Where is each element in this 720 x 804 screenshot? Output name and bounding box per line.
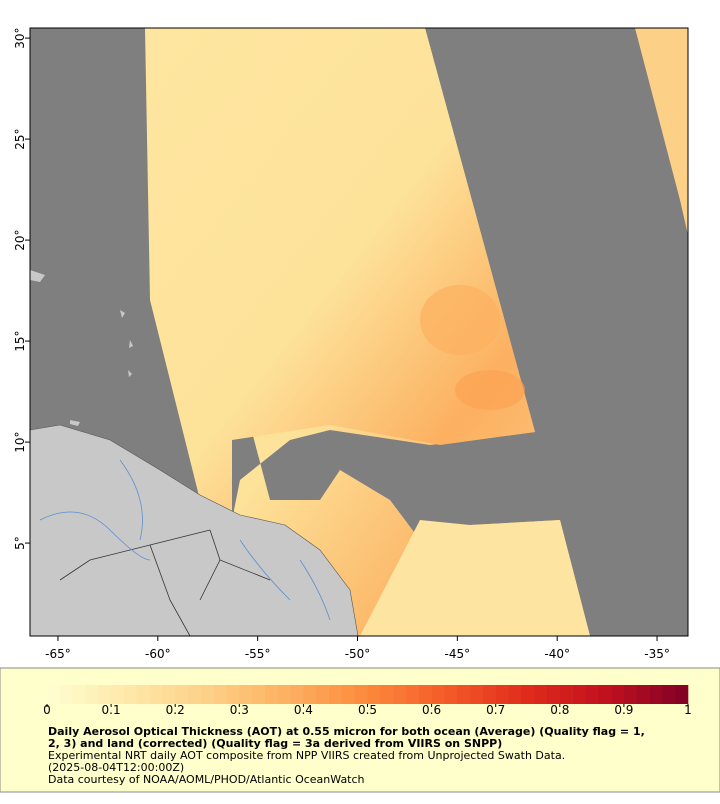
x-tick-label: -65°	[45, 647, 71, 661]
colorbar-tick-label: 0.9	[614, 703, 633, 717]
land	[30, 424, 359, 636]
x-tick-label: -50°	[345, 647, 371, 661]
caption-line: (2025-08-04T12:00:00Z)	[48, 761, 184, 774]
colorbar-step	[47, 685, 61, 704]
x-tick-label: -45°	[445, 647, 471, 661]
colorbar-step	[239, 685, 253, 704]
colorbar-step	[405, 685, 420, 704]
colorbar-tick-label: 1	[684, 703, 692, 717]
colorbar-step	[341, 685, 355, 704]
colorbar-step	[444, 685, 458, 704]
colorbar-step	[675, 685, 689, 704]
colorbar-step	[508, 685, 522, 704]
colorbar-step	[418, 685, 432, 704]
aot-swath-lower	[360, 520, 590, 636]
colorbar-step	[585, 685, 599, 704]
colorbar-tick-label: 0.8	[550, 703, 569, 717]
colorbar-step	[85, 685, 99, 704]
colorbar-step	[264, 685, 279, 704]
colorbar-step	[111, 685, 125, 704]
colorbar-tick-label: 0	[43, 703, 51, 717]
colorbar-step	[534, 685, 548, 704]
x-tick-label: -35°	[644, 647, 670, 661]
aot-swath-main	[145, 28, 535, 520]
y-tick-label: 10°	[13, 431, 27, 452]
colorbar-step	[457, 685, 471, 704]
y-tick-label: 30°	[13, 27, 27, 48]
colorbar-step	[123, 685, 138, 704]
colorbar-step	[367, 685, 381, 704]
colorbar-tick-label: 0.4	[294, 703, 313, 717]
rivers	[39, 459, 331, 621]
map-frame	[29, 27, 689, 637]
colorbar-tick-label: 0.1	[102, 703, 121, 717]
colorbar-tick-label: 0.6	[422, 703, 441, 717]
borders	[59, 529, 271, 636]
colorbar-step	[495, 685, 509, 704]
colorbar-step	[572, 685, 586, 704]
colorbar-step	[162, 685, 176, 704]
x-tick-label: -55°	[245, 647, 271, 661]
colorbar-step	[380, 685, 394, 704]
colorbar-step	[546, 685, 561, 704]
colorbar-step	[303, 685, 317, 704]
y-tick-label: 5°	[13, 536, 27, 550]
colorbar-step	[226, 685, 240, 704]
aot-high	[455, 370, 525, 410]
colorbar-step	[649, 685, 663, 704]
caption-title: 2, 3) and land (corrected) (Quality flag…	[48, 737, 502, 750]
colorbar-step	[252, 685, 266, 704]
aot-high	[420, 285, 500, 355]
x-tick-label: -40°	[544, 647, 570, 661]
colorbar-step	[482, 685, 496, 704]
colorbar-step	[431, 685, 445, 704]
colorbar-step	[636, 685, 650, 704]
colorbar-step	[623, 685, 638, 704]
colorbar-step	[175, 685, 189, 704]
aot-swath-east	[635, 28, 688, 235]
y-tick-label: 25°	[13, 128, 27, 149]
colorbar-step	[149, 685, 163, 704]
colorbar-tick-label: 0.7	[486, 703, 505, 717]
y-tick-label: 20°	[13, 229, 27, 250]
colorbar-tick-label: 0.3	[230, 703, 249, 717]
colorbar-step	[470, 685, 484, 704]
y-tick-label: 15°	[13, 330, 27, 351]
colorbar-step	[316, 685, 330, 704]
colorbar-step	[393, 685, 407, 704]
colorbar-step	[200, 685, 214, 704]
caption-line: Experimental NRT daily AOT composite fro…	[48, 749, 565, 762]
colorbar-tick-label: 0.5	[358, 703, 377, 717]
colorbar-step	[290, 685, 304, 704]
caption-line: Data courtesy of NOAA/AOML/PHOD/Atlantic…	[48, 773, 365, 786]
colorbar-step	[59, 685, 73, 704]
colorbar-step	[277, 685, 291, 704]
colorbar-step	[598, 685, 612, 704]
colorbar-step	[662, 685, 676, 704]
x-tick-label: -60°	[145, 647, 171, 661]
colorbar-step	[72, 685, 86, 704]
colorbar-step	[329, 685, 343, 704]
colorbar-step	[559, 685, 573, 704]
colorbar-tick-label: 0.2	[166, 703, 185, 717]
colorbar-step	[98, 685, 112, 704]
colorbar-step	[354, 685, 368, 704]
colorbar-step	[213, 685, 227, 704]
map-area	[30, 28, 688, 636]
colorbar-step	[521, 685, 535, 704]
caption-title: Daily Aerosol Optical Thickness (AOT) at…	[48, 725, 645, 738]
colorbar-step	[611, 685, 625, 704]
colorbar-step	[188, 685, 202, 704]
colorbar-step	[136, 685, 150, 704]
